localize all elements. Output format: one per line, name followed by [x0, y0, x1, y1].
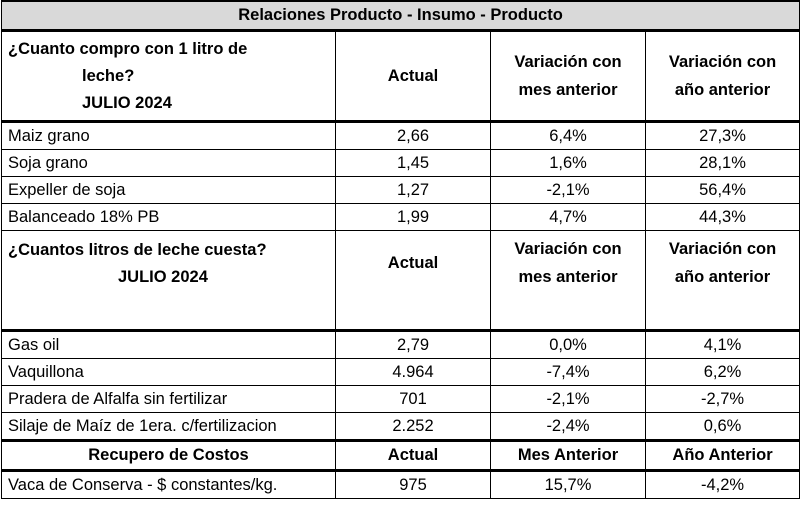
section3-col-mes: Mes Anterior [490, 439, 646, 471]
row-actual: 1,45 [335, 149, 491, 177]
table-row: Expeller de soja 1,27 -2,1% 56,4% [1, 176, 800, 204]
row-anio: 4,1% [644, 329, 800, 359]
section3-col-anio: Año Anterior [644, 439, 800, 471]
section2-question-line1: ¿Cuantos litros de leche cuesta? [8, 241, 267, 259]
row-mes: -2,4% [490, 412, 646, 441]
row-item: Balanceado 18% PB [1, 203, 336, 231]
row-anio: 56,4% [644, 176, 800, 204]
section1-col-mes: Variación con mes anterior [490, 29, 646, 122]
table-row: Pradera de Alfalfa sin fertilizar 701 -2… [1, 385, 800, 413]
row-item: Vaquillona [1, 358, 336, 386]
row-actual: 2,79 [335, 329, 491, 359]
row-item: Gas oil [1, 329, 336, 359]
section1-header: ¿Cuanto compro con 1 litro de leche? JUL… [1, 29, 800, 122]
section1-col-actual: Actual [335, 29, 491, 122]
table-row: Gas oil 2,79 0,0% 4,1% [1, 329, 800, 359]
row-item: Silaje de Maíz de 1era. c/fertilizacion [1, 412, 336, 441]
section2-header: ¿Cuantos litros de leche cuesta? JULIO 2… [1, 230, 800, 331]
row-item: Maiz grano [1, 120, 336, 150]
row-anio: 27,3% [644, 120, 800, 150]
row-actual: 2.252 [335, 412, 491, 441]
table-row: Silaje de Maíz de 1era. c/fertilizacion … [1, 412, 800, 441]
table-title: Relaciones Producto - Insumo - Producto [0, 0, 800, 31]
row-mes: 15,7% [490, 469, 646, 499]
table-row: Soja grano 1,45 1,6% 28,1% [1, 149, 800, 177]
section1-period: JULIO 2024 [82, 93, 172, 112]
row-item: Vaca de Conserva - $ constantes/kg. [1, 469, 336, 499]
row-mes: 4,7% [490, 203, 646, 231]
section1-col-anio: Variación con año anterior [644, 29, 800, 122]
title-row: Relaciones Producto - Insumo - Producto [0, 0, 800, 31]
section2-period: JULIO 2024 [118, 268, 208, 286]
section2-col-mes: Variación con mes anterior [490, 230, 646, 331]
section2-col-actual: Actual [335, 230, 491, 331]
row-item: Pradera de Alfalfa sin fertilizar [1, 385, 336, 413]
table-row: Vaca de Conserva - $ constantes/kg. 975 … [1, 469, 800, 499]
row-anio: 0,6% [644, 412, 800, 441]
section2-col-anio: Variación con año anterior [644, 230, 800, 331]
row-anio: 6,2% [644, 358, 800, 386]
table-row: Maiz grano 2,66 6,4% 27,3% [1, 120, 800, 150]
row-anio: 44,3% [644, 203, 800, 231]
section1-question: ¿Cuanto compro con 1 litro de leche? JUL… [1, 29, 336, 122]
row-actual: 1,99 [335, 203, 491, 231]
row-actual: 4.964 [335, 358, 491, 386]
row-actual: 2,66 [335, 120, 491, 150]
row-mes: -2,1% [490, 176, 646, 204]
section3-col-actual: Actual [335, 439, 491, 471]
row-actual: 975 [335, 469, 491, 499]
row-item: Expeller de soja [1, 176, 336, 204]
section2-question: ¿Cuantos litros de leche cuesta? JULIO 2… [1, 230, 336, 331]
row-mes: 6,4% [490, 120, 646, 150]
row-anio: -2,7% [644, 385, 800, 413]
row-anio: -4,2% [644, 469, 800, 499]
row-mes: -7,4% [490, 358, 646, 386]
row-mes: 0,0% [490, 329, 646, 359]
section3-title: Recupero de Costos [1, 439, 336, 471]
table-row: Vaquillona 4.964 -7,4% 6,2% [1, 358, 800, 386]
section1-question-line2: leche? [82, 66, 135, 85]
section1-question-line1: ¿Cuanto compro con 1 litro de [8, 39, 248, 58]
row-actual: 1,27 [335, 176, 491, 204]
row-mes: -2,1% [490, 385, 646, 413]
row-mes: 1,6% [490, 149, 646, 177]
row-item: Soja grano [1, 149, 336, 177]
section3-header: Recupero de Costos Actual Mes Anterior A… [1, 439, 800, 471]
table-row: Balanceado 18% PB 1,99 4,7% 44,3% [1, 203, 800, 231]
row-actual: 701 [335, 385, 491, 413]
row-anio: 28,1% [644, 149, 800, 177]
